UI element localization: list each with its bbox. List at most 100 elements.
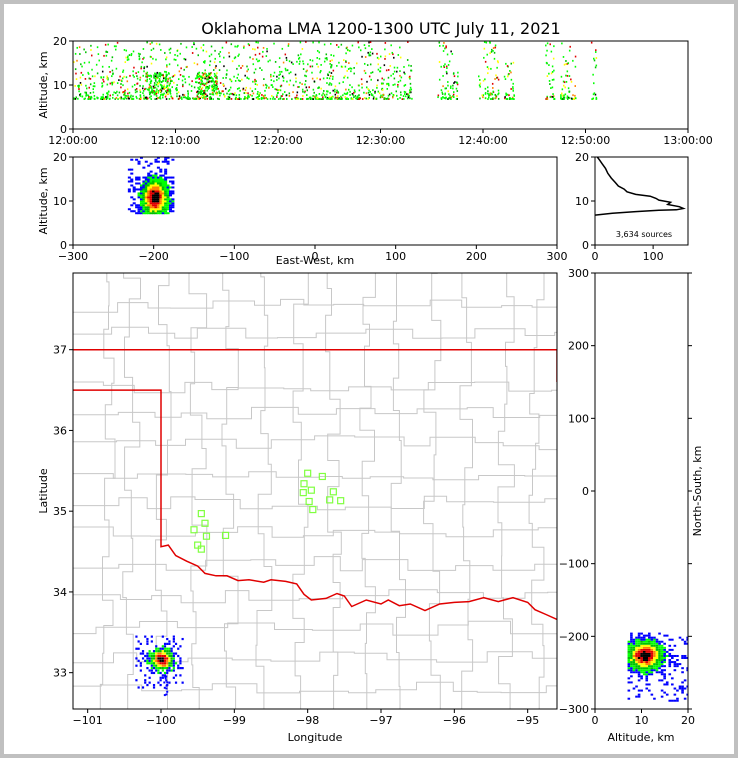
ew-height-cell	[159, 192, 163, 195]
time-height-source	[254, 53, 257, 56]
ns-height-cell	[681, 657, 684, 660]
ew-height-cell	[149, 204, 153, 207]
time-height-source	[185, 46, 188, 49]
ns-height-cell	[681, 667, 684, 670]
time-height-source	[196, 75, 198, 77]
time-height-x-ticks: 12:00:00 12:10:00 12:20:00 12:30:00 12:40:00…	[48, 129, 713, 147]
ns-height-cell	[668, 644, 672, 647]
plan-view-cell	[152, 664, 156, 667]
time-height-source	[103, 97, 105, 100]
time-height-source	[212, 69, 215, 71]
time-height-source	[198, 91, 201, 94]
time-height-source	[153, 84, 156, 86]
ew-height-cell	[144, 192, 148, 195]
height-histogram-x-tick-label: 0	[592, 250, 599, 263]
time-height-source	[256, 93, 259, 95]
ns-height-cell	[645, 659, 649, 662]
time-height-source	[568, 75, 571, 77]
time-height-source	[283, 98, 285, 100]
ns-height-cell	[630, 646, 633, 649]
time-height-source	[201, 86, 204, 89]
time-height-source	[276, 94, 278, 97]
time-height-source	[168, 63, 171, 66]
ew-height-cell	[144, 180, 148, 183]
ew-height-cell	[139, 188, 143, 191]
time-height-source	[508, 98, 511, 100]
time-height-source	[145, 96, 148, 99]
time-height-source	[176, 95, 178, 98]
ns-height-cell	[637, 642, 641, 645]
ew-height-cell	[168, 192, 172, 195]
ew-height-cell	[144, 186, 148, 189]
county-line	[221, 273, 239, 709]
time-height-source	[233, 93, 236, 96]
plan-view-cell	[146, 667, 149, 670]
ns-height-cell	[683, 657, 687, 660]
time-height-source	[263, 95, 265, 98]
time-height-source	[247, 94, 250, 97]
time-height-source	[482, 96, 484, 99]
time-height-source	[281, 95, 283, 97]
time-height-source	[108, 65, 110, 68]
time-height-source	[359, 97, 361, 100]
plan-view-cell	[181, 681, 184, 684]
time-height-source	[208, 76, 210, 78]
ew-height-cell	[159, 176, 163, 179]
plan-view-cell	[168, 664, 171, 667]
time-height-source	[279, 85, 282, 88]
time-height-source	[292, 63, 294, 66]
time-height-source	[446, 72, 448, 75]
time-height-source	[212, 88, 215, 91]
plan-view-cell	[166, 659, 169, 662]
ew-height-cell	[154, 182, 158, 185]
plan-view-cell	[144, 659, 147, 662]
time-height-source	[369, 54, 372, 57]
time-height-source	[149, 93, 151, 96]
station-marker	[201, 519, 209, 527]
ns-height-cell	[658, 679, 661, 682]
time-height-source	[162, 77, 165, 80]
time-height-source	[126, 88, 129, 91]
plan-view-cell	[155, 669, 158, 672]
plan-view-cell	[148, 650, 151, 653]
time-height-source	[183, 75, 185, 78]
time-height-source	[447, 98, 450, 100]
plan-view-cell	[148, 676, 151, 679]
plan-view-cell	[135, 679, 138, 682]
ns-height-cell	[627, 642, 631, 645]
ew-height-cell	[142, 176, 146, 179]
time-height-source	[482, 94, 485, 97]
time-height-source	[390, 44, 392, 47]
plan-view-cell	[148, 654, 151, 658]
time-height-source	[174, 58, 177, 61]
time-height-source	[239, 80, 241, 82]
time-height-source	[353, 91, 355, 94]
time-height-source	[120, 97, 122, 100]
ew-height-cell	[166, 162, 170, 165]
ns-height-cell	[632, 665, 636, 668]
time-height-source	[233, 75, 235, 78]
ew-height-cell	[144, 176, 148, 179]
time-height-source	[340, 43, 343, 46]
time-height-source	[486, 53, 488, 56]
time-height-source	[252, 58, 254, 60]
time-height-source	[274, 98, 276, 100]
ns-height-cell	[658, 661, 661, 664]
ew-height-cell	[168, 208, 172, 211]
ns-height-y-tick-label: −300	[559, 703, 589, 716]
time-height-source	[190, 85, 193, 88]
time-height-source	[379, 96, 382, 99]
time-height-source	[170, 95, 172, 98]
ew-height-cell	[156, 166, 160, 169]
time-height-source	[308, 96, 311, 99]
time-height-source	[84, 97, 86, 100]
time-height-source	[213, 80, 215, 83]
time-height-source	[178, 95, 181, 98]
time-height-source	[445, 87, 447, 90]
time-height-source	[299, 41, 302, 44]
plan-view-cell	[139, 652, 142, 655]
station-marker	[202, 532, 211, 540]
ew-height-cell	[144, 182, 148, 185]
time-height-source	[372, 89, 374, 92]
time-height-source	[212, 85, 214, 88]
